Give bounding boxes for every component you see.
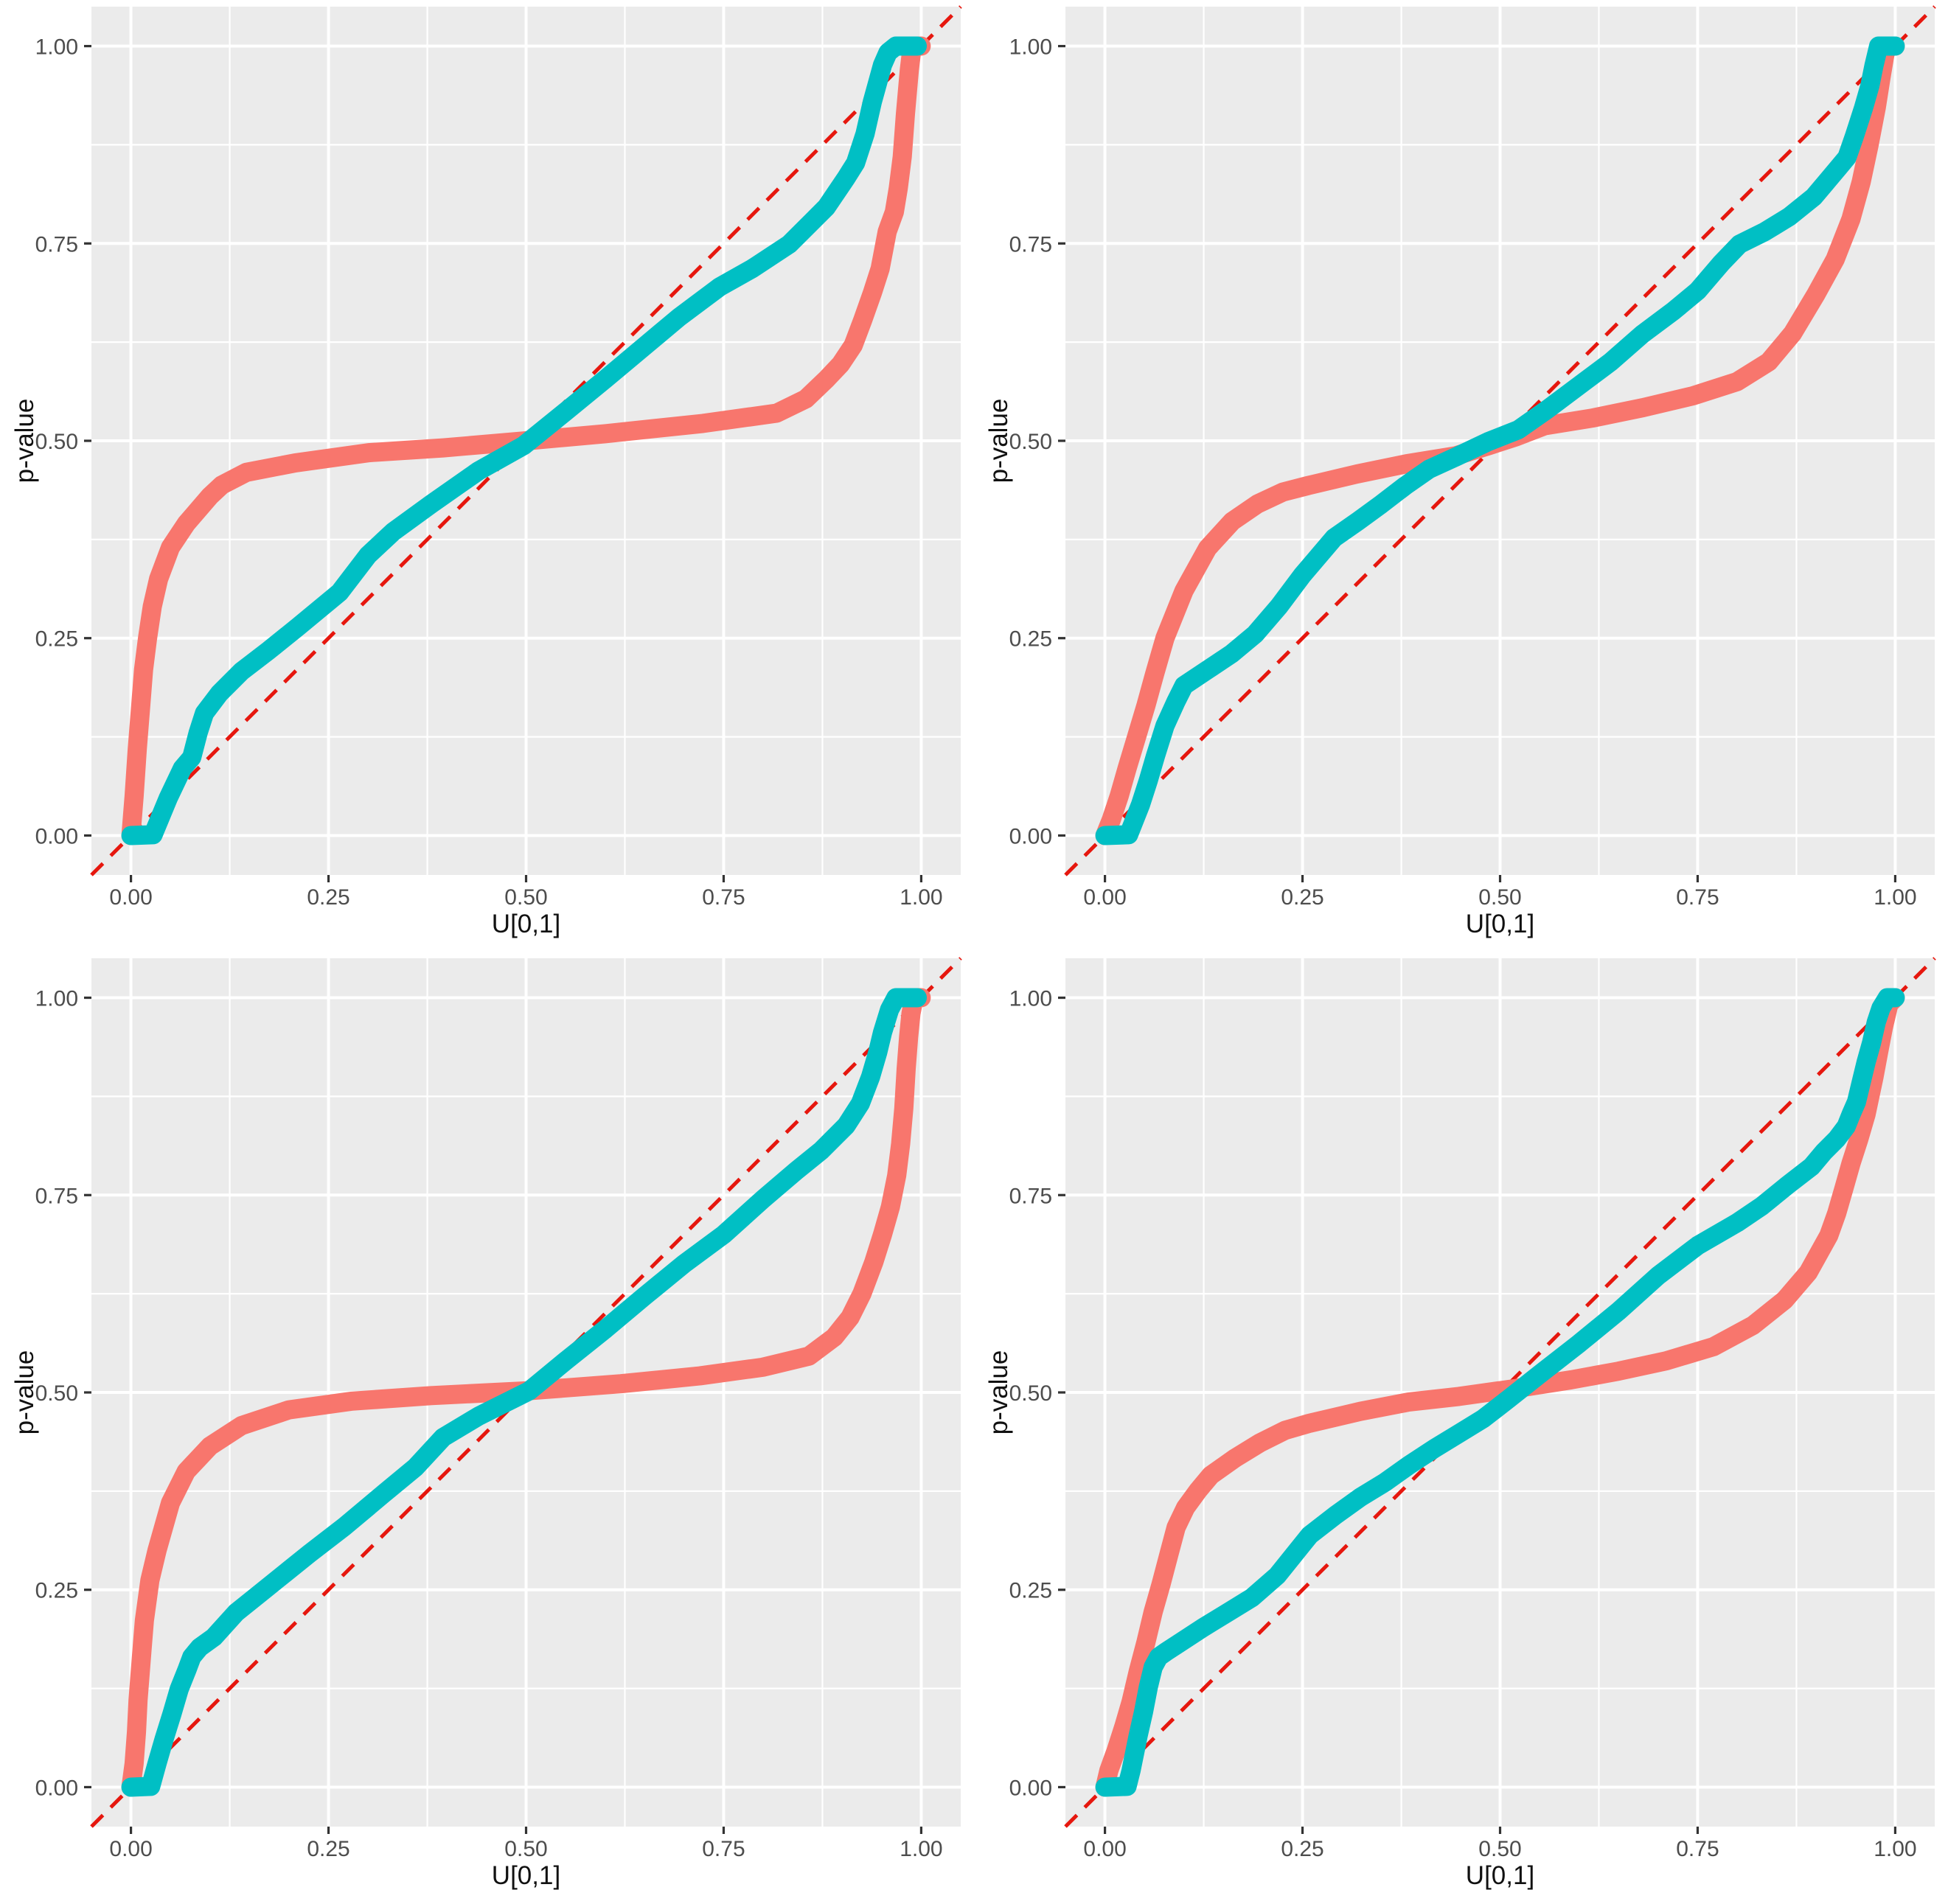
x-axis-title: U[0,1] <box>491 910 561 938</box>
x-tick-label: 0.75 <box>702 1837 745 1861</box>
x-tick-label: 0.00 <box>1083 885 1126 910</box>
x-tick-label: 0.25 <box>1281 885 1323 910</box>
qq-plot-top-left: 0.00 0.00 0.25 0.25 0.50 0.50 0.75 0.75 1.00 1.00 <box>35 5 962 910</box>
panel-bottom-right: 0.00 0.00 0.25 0.25 0.50 0.50 0.75 0.75 1.00 1.00… <box>974 952 1948 1903</box>
y-axis-title: p-value <box>984 398 1013 484</box>
x-tick-label: 0.25 <box>307 1837 349 1861</box>
teal-curve <box>1095 988 1905 1797</box>
x-tick-label: 1.00 <box>1874 1837 1916 1861</box>
x-tick-label: 0.75 <box>1676 885 1719 910</box>
x-tick-label: 0.75 <box>702 885 745 910</box>
y-tick-label: 0.00 <box>1009 1776 1052 1800</box>
y-axis-title: p-value <box>10 1350 39 1435</box>
y-tick-label: 0.25 <box>35 1579 78 1603</box>
y-tick-label: 0.00 <box>35 824 78 848</box>
y-tick-label: 0.25 <box>35 627 78 652</box>
y-tick-label: 0.75 <box>1009 232 1052 257</box>
x-tick-label: 1.00 <box>1874 885 1916 910</box>
y-tick-label: 0.00 <box>1009 824 1052 848</box>
y-tick-label: 0.75 <box>35 1184 78 1208</box>
qq-plot-bottom-right: 0.00 0.00 0.25 0.25 0.50 0.50 0.75 0.75 1.00 1.00 <box>1009 957 1936 1861</box>
teal-curve <box>121 36 927 845</box>
y-tick-label: 0.50 <box>35 430 78 454</box>
qq-plot-bottom-left: 0.00 0.00 0.25 0.25 0.50 0.50 0.75 0.75 1.00 1.00 <box>35 957 962 1861</box>
y-tick-label: 0.50 <box>1009 430 1052 454</box>
y-tick-label: 1.00 <box>1009 987 1052 1011</box>
qq-plot-top-right: 0.00 0.00 0.25 0.25 0.50 0.50 0.75 0.75 1.00 1.00 <box>1009 5 1936 910</box>
teal-curve <box>1095 36 1905 845</box>
salmon-curve <box>121 36 931 845</box>
y-tick-label: 0.25 <box>1009 1579 1052 1603</box>
x-axis-title: U[0,1] <box>1465 910 1535 938</box>
panel-top-right: 0.00 0.00 0.25 0.25 0.50 0.50 0.75 0.75 1.00 1.00… <box>974 0 1948 952</box>
x-tick-label: 0.25 <box>307 885 349 910</box>
salmon-curve <box>1095 988 1905 1797</box>
x-tick-label: 0.00 <box>1083 1837 1126 1861</box>
y-tick-label: 0.50 <box>35 1381 78 1406</box>
y-tick-label: 1.00 <box>35 35 78 60</box>
x-tick-label: 0.50 <box>504 885 547 910</box>
y-tick-label: 1.00 <box>35 987 78 1011</box>
panel-bottom-left: 0.00 0.00 0.25 0.25 0.50 0.50 0.75 0.75 1.00 1.00… <box>0 952 974 1903</box>
x-tick-label: 1.00 <box>900 1837 942 1861</box>
y-tick-label: 0.75 <box>35 232 78 257</box>
salmon-curve <box>121 988 931 1797</box>
y-tick-label: 0.25 <box>1009 627 1052 652</box>
x-tick-label: 0.00 <box>109 1837 152 1861</box>
y-tick-label: 0.50 <box>1009 1381 1052 1406</box>
y-tick-label: 0.75 <box>1009 1184 1052 1208</box>
x-tick-label: 0.50 <box>1478 1837 1521 1861</box>
x-tick-label: 0.50 <box>504 1837 547 1861</box>
x-tick-label: 1.00 <box>900 885 942 910</box>
x-tick-label: 0.00 <box>109 885 152 910</box>
y-tick-label: 1.00 <box>1009 35 1052 60</box>
y-tick-label: 0.00 <box>35 1776 78 1800</box>
panel-top-left: 0.00 0.00 0.25 0.25 0.50 0.50 0.75 0.75 1.00 1.00… <box>0 0 974 952</box>
x-tick-label: 0.25 <box>1281 1837 1323 1861</box>
y-axis-title: p-value <box>984 1350 1013 1435</box>
x-axis-title: U[0,1] <box>491 1861 561 1890</box>
x-tick-label: 0.50 <box>1478 885 1521 910</box>
y-axis-title: p-value <box>10 398 39 484</box>
teal-curve <box>121 988 927 1797</box>
x-axis-title: U[0,1] <box>1465 1861 1535 1890</box>
x-tick-label: 0.75 <box>1676 1837 1719 1861</box>
